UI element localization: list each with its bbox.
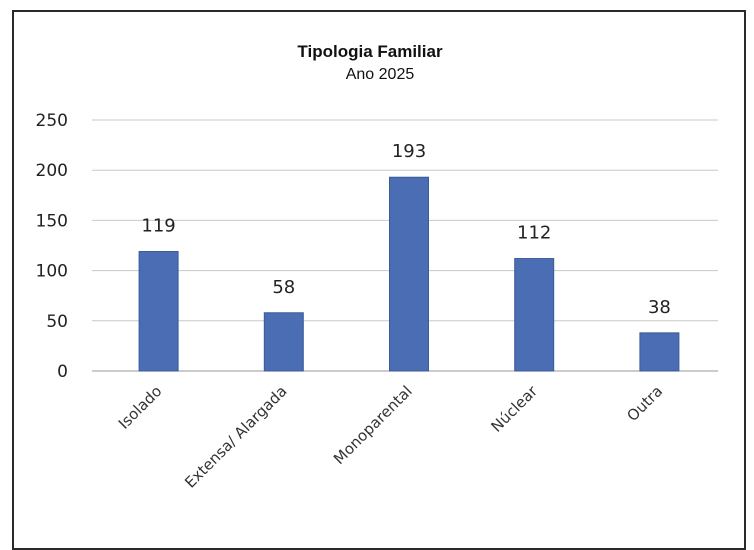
data-labels: 119 58 193 112 38 [141,141,670,318]
data-label: 58 [272,277,295,298]
y-tick-label: 0 [57,362,68,382]
x-category-label: Isolado [115,382,166,433]
x-category-label: Extensa/ Alargada [181,382,290,491]
y-tick-label: 200 [36,161,68,181]
bar-chart: Tipologia Familiar Ano 2025 0 50 100 150 200… [36,42,718,492]
bar [514,258,555,372]
x-category-label: Núclear [487,382,541,436]
gridlines [92,119,718,372]
y-tick-label: 150 [36,211,68,231]
x-axis-categories: Isolado Extensa/ Alargada Monoparental Núcl… [115,382,666,492]
y-tick-label: 250 [36,111,68,131]
data-label: 119 [141,216,175,237]
y-tick-label: 100 [36,262,68,282]
x-category-label: Outra [623,382,666,425]
chart-frame [12,10,746,550]
bar [639,332,680,372]
chart-title: Tipologia Familiar [297,42,443,61]
x-category-label: Monoparental [330,382,416,468]
data-label: 193 [392,141,426,162]
bar [138,251,179,372]
bars [138,176,680,372]
y-axis-ticks: 0 50 100 150 200 250 [36,111,68,382]
bar [389,176,429,372]
bar [263,312,304,372]
data-label: 38 [648,297,671,318]
chart-subtitle: Ano 2025 [346,66,415,83]
data-label: 112 [517,223,551,244]
y-tick-label: 50 [46,312,68,332]
